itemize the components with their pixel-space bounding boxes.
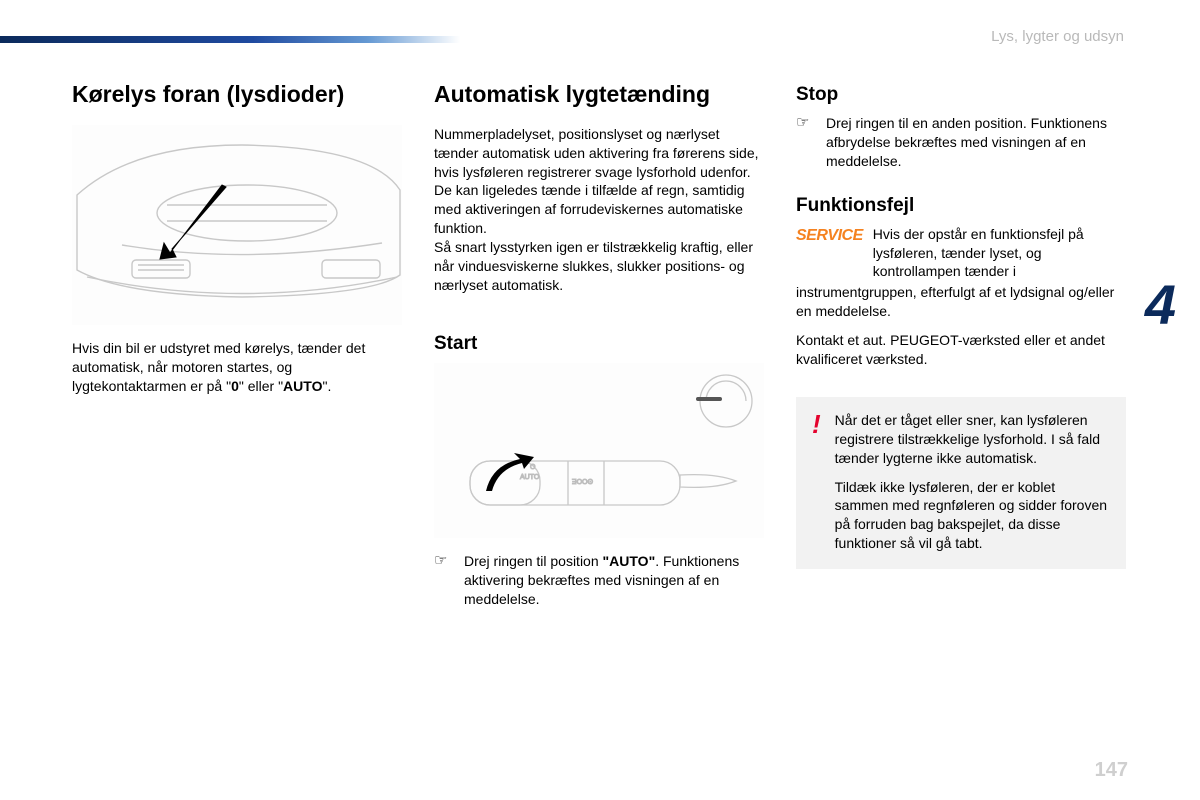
content-columns: Kørelys foran (lysdioder) — [72, 80, 1124, 740]
warning-panel: ! Når det er tåget eller sner, kan lysfø… — [796, 397, 1126, 569]
heading-stop: Stop — [796, 84, 1126, 106]
auto-lighting-intro: Nummerpladelyset, positionslyset og nærl… — [434, 125, 764, 295]
column-right: Stop ☞ Drej ringen til en anden position… — [796, 80, 1126, 740]
fault-text-wrap: instrumentgruppen, efterfulgt af et lyds… — [796, 283, 1126, 321]
fault-block: SERVICE Hvis der opstår en funktionsfejl… — [796, 225, 1126, 282]
stop-step: ☞ Drej ringen til en anden position. Fun… — [796, 114, 1126, 171]
column-left: Kørelys foran (lysdioder) — [72, 80, 402, 740]
stalk-svg: O AUTO ʘOOE — [434, 363, 764, 538]
service-indicator-icon: SERVICE — [796, 225, 863, 245]
heading-start: Start — [434, 333, 764, 355]
header-gradient-bar — [0, 36, 460, 43]
warning-para-1: Når det er tåget eller sner, kan lysføle… — [835, 411, 1110, 468]
heading-fault: Funktionsfejl — [796, 195, 1126, 217]
drl-body-text: Hvis din bil er udstyret med kørelys, tæ… — [72, 339, 402, 396]
fault-text-lead: Hvis der opstår en funktionsfejl på lysf… — [873, 225, 1126, 282]
stop-step-text: Drej ringen til en anden position. Funkt… — [826, 114, 1126, 171]
warning-para-2: Tildæk ikke lysføleren, der er koblet sa… — [835, 478, 1110, 554]
heading-daytime-running-lights: Kørelys foran (lysdioder) — [72, 80, 402, 109]
illustration-light-stalk: O AUTO ʘOOE — [434, 363, 764, 538]
breadcrumb: Lys, lygter og udsyn — [991, 28, 1124, 45]
start-step: ☞ Drej ringen til position "AUTO". Funkt… — [434, 552, 764, 609]
bumper-svg — [72, 125, 402, 325]
chapter-number-tab: 4 — [1145, 272, 1176, 337]
svg-text:O: O — [530, 464, 536, 471]
warning-icon: ! — [812, 411, 821, 553]
start-step-text: Drej ringen til position "AUTO". Funktio… — [464, 552, 764, 609]
heading-auto-lighting: Automatisk lygtetænding — [434, 80, 764, 109]
page-number: 147 — [1095, 759, 1128, 782]
illustration-front-bumper — [72, 125, 402, 325]
svg-text:AUTO: AUTO — [520, 474, 540, 481]
column-middle: Automatisk lygtetænding Nummerpladelyset… — [434, 80, 764, 740]
fault-text-2: Kontakt et aut. PEUGEOT-værksted eller e… — [796, 331, 1126, 369]
svg-text:ʘOOE: ʘOOE — [572, 477, 593, 484]
pointer-icon: ☞ — [434, 552, 454, 609]
pointer-icon: ☞ — [796, 114, 816, 171]
warning-text: Når det er tåget eller sner, kan lysføle… — [835, 411, 1110, 553]
